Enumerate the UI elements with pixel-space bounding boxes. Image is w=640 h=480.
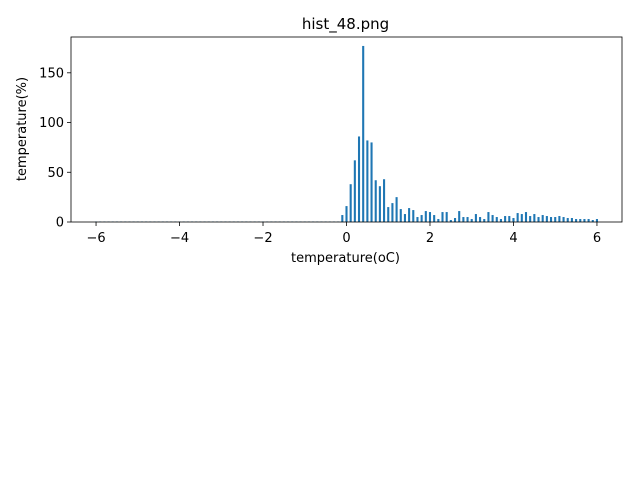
y-tick-label: 150 — [39, 66, 64, 81]
axes-frame — [70, 36, 623, 223]
histogram-bar — [479, 217, 482, 222]
histogram-bar — [549, 217, 553, 222]
histogram-bar — [524, 212, 528, 222]
y-tick-label: 0 — [56, 216, 64, 231]
histogram-bar — [383, 179, 386, 222]
histogram-bar — [345, 206, 348, 222]
histogram-bar — [562, 217, 565, 222]
x-tick-label: 0 — [342, 231, 350, 246]
x-tick-label: −6 — [86, 231, 105, 246]
histogram-bar — [399, 209, 402, 222]
histogram-bar — [445, 212, 448, 222]
histogram-bar — [529, 216, 532, 222]
histogram-bar — [504, 216, 507, 222]
histogram-bar — [491, 215, 494, 222]
histogram-bar — [533, 214, 536, 222]
histogram-bar — [554, 217, 557, 222]
y-tick-label: 50 — [47, 166, 64, 181]
histogram-bar — [453, 218, 457, 222]
histogram-bar — [416, 217, 419, 222]
histogram-bar — [499, 219, 502, 222]
histogram-bar — [357, 136, 361, 222]
histogram-bar — [403, 214, 406, 222]
histogram-bar — [566, 218, 569, 222]
axes-spines — [70, 36, 623, 223]
histogram-bar — [583, 219, 586, 222]
histogram-bar — [462, 217, 465, 222]
histogram-bar — [458, 211, 461, 222]
chart-title: hist_48.png — [302, 15, 389, 34]
bars-group — [95, 45, 598, 223]
x-tick-label: 6 — [593, 231, 601, 246]
histogram-bar — [570, 218, 573, 222]
histogram-bar — [483, 219, 486, 222]
x-axis-ticks: −6 −4 −2 0 2 4 6 — [86, 222, 601, 246]
histogram-bar — [495, 217, 498, 222]
histogram-bar — [587, 219, 590, 222]
histogram-bar — [387, 207, 390, 222]
histogram-bar — [412, 210, 415, 222]
histogram-bar — [508, 216, 511, 222]
histogram-bar — [541, 215, 544, 222]
histogram-bar — [341, 215, 344, 222]
x-tick-label: 2 — [426, 231, 434, 246]
y-tick-label: 100 — [39, 116, 64, 131]
x-tick-label: −2 — [253, 231, 272, 246]
histogram-bar — [591, 220, 594, 222]
histogram-bar — [558, 216, 561, 222]
histogram-bar — [474, 214, 477, 222]
y-axis-label: temperature(%) — [15, 77, 30, 181]
histogram-bar — [441, 212, 444, 222]
histogram-bar — [370, 142, 373, 222]
histogram-bar — [537, 217, 540, 222]
histogram-bar — [395, 197, 398, 222]
histogram-bar — [428, 212, 432, 222]
histogram-bar — [353, 160, 356, 222]
histogram-bar — [575, 219, 578, 222]
histogram-bar — [420, 215, 423, 222]
histogram-bar — [487, 212, 490, 222]
histogram-bar — [424, 211, 427, 222]
histogram-bar — [362, 45, 365, 223]
histogram-bar — [374, 180, 377, 222]
histogram-bar — [579, 219, 582, 222]
histogram-bar — [349, 184, 352, 222]
histogram-bar — [378, 186, 381, 222]
x-tick-label: 4 — [509, 231, 517, 246]
histogram-bar — [466, 217, 469, 222]
y-axis-ticks: 0 50 100 150 — [39, 66, 71, 231]
histogram-bar — [449, 220, 452, 222]
histogram-bar — [433, 215, 436, 222]
x-tick-label: −4 — [170, 231, 189, 246]
histogram-bar — [516, 213, 519, 222]
x-axis-label: temperature(oC) — [291, 251, 400, 266]
histogram-bar — [595, 219, 598, 222]
histogram-bar — [512, 218, 515, 222]
histogram-bar — [470, 219, 473, 222]
histogram-bar — [391, 203, 394, 222]
histogram-bar — [366, 140, 369, 222]
histogram-bar — [408, 208, 411, 222]
histogram-bar — [520, 214, 523, 222]
histogram-bar — [437, 219, 440, 222]
histogram-bar — [545, 216, 548, 222]
